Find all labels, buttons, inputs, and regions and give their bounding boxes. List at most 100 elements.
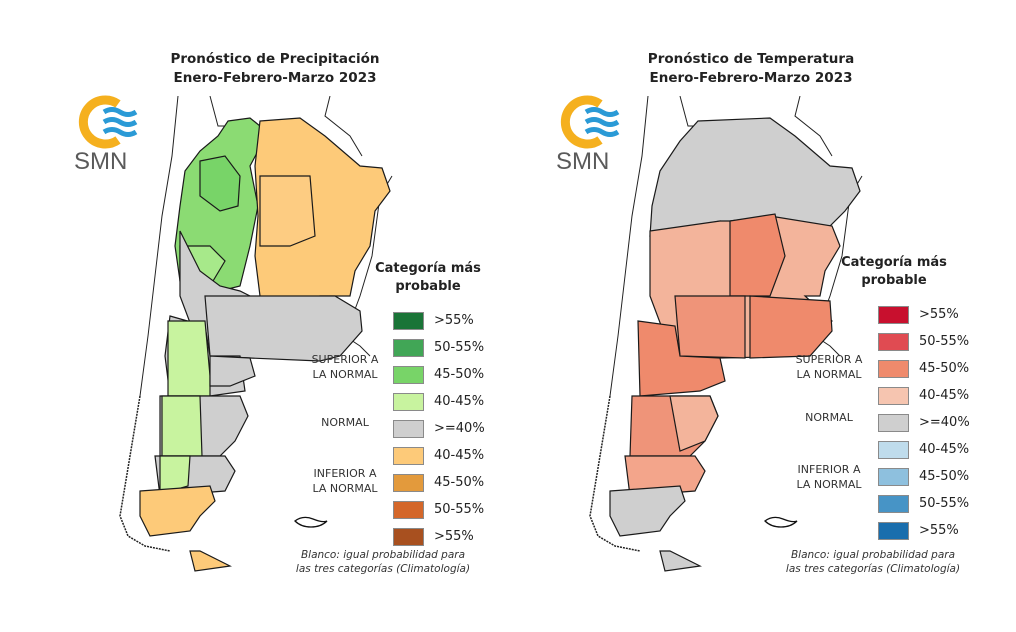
group-label-line-1: INFERIOR A bbox=[313, 467, 377, 480]
legend-label: 40-45% bbox=[919, 442, 970, 457]
legend-swatch bbox=[878, 386, 909, 405]
legend-label: >55% bbox=[434, 313, 474, 328]
legend-item-inferior: 50-55% bbox=[393, 496, 485, 523]
group-label-line-1: NORMAL bbox=[805, 411, 853, 424]
smn-logo-text: SMN bbox=[556, 148, 610, 175]
malvinas-islands bbox=[294, 516, 328, 528]
group-label-inferior: INFERIOR A LA NORMAL bbox=[300, 466, 390, 496]
group-label-line-2: LA NORMAL bbox=[312, 482, 378, 495]
group-label-line-1: SUPERIOR A bbox=[795, 353, 863, 366]
legend-item-inferior: >55% bbox=[393, 523, 485, 550]
legend-title-line-2: probable bbox=[861, 273, 927, 288]
legend-swatch bbox=[878, 467, 909, 486]
smn-logo-text: SMN bbox=[74, 148, 128, 175]
legend-label: 45-50% bbox=[434, 367, 485, 382]
legend-swatch bbox=[878, 305, 909, 324]
temperature-argentina-map bbox=[589, 96, 863, 572]
group-label-normal: NORMAL bbox=[784, 410, 874, 425]
legend-item-superior: 45-50% bbox=[878, 355, 970, 382]
legend-label: >55% bbox=[919, 523, 959, 538]
malvinas-islands bbox=[764, 516, 798, 528]
group-label-line-2: LA NORMAL bbox=[796, 368, 862, 381]
group-label-line-2: LA NORMAL bbox=[312, 368, 378, 381]
temperature-forecast-panel: Pronóstico de Temperatura Enero-Febrero-… bbox=[508, 0, 1016, 632]
legend-swatch bbox=[393, 446, 424, 465]
legend-swatch bbox=[393, 338, 424, 357]
legend-swatch bbox=[393, 311, 424, 330]
legend-label: 40-45% bbox=[434, 394, 485, 409]
legend-swatch bbox=[393, 473, 424, 492]
note-line-1: Blanco: igual probabilidad para bbox=[790, 549, 956, 561]
legend-item-superior: 50-55% bbox=[393, 334, 485, 361]
legend-item-inferior: >55% bbox=[878, 517, 970, 544]
group-label-superior: SUPERIOR A LA NORMAL bbox=[784, 352, 874, 382]
note-line-1: Blanco: igual probabilidad para bbox=[300, 549, 466, 561]
group-label-line-1: INFERIOR A bbox=[797, 463, 861, 476]
temperature-legend: >55% 50-55% 45-50% 40-45% >=40% 40-45% 45-50% 5… bbox=[878, 301, 970, 544]
legend-item-inferior: 50-55% bbox=[878, 490, 970, 517]
precipitation-map-title: Pronóstico de Precipitación Enero-Febrer… bbox=[130, 50, 420, 88]
legend-label: >55% bbox=[919, 307, 959, 322]
legend-swatch bbox=[878, 332, 909, 351]
legend-label: >=40% bbox=[434, 421, 485, 436]
province-shapes bbox=[609, 117, 861, 572]
legend-label: 50-55% bbox=[434, 502, 485, 517]
legend-item-inferior: 40-45% bbox=[393, 442, 485, 469]
group-label-line-1: NORMAL bbox=[321, 416, 369, 429]
chile-coastline bbox=[119, 395, 171, 552]
legend-item-normal: >=40% bbox=[878, 409, 970, 436]
legend-swatch bbox=[393, 365, 424, 384]
smn-sun-waves-icon bbox=[78, 95, 138, 149]
legend-swatch bbox=[878, 413, 909, 432]
legend-label: 45-50% bbox=[919, 361, 970, 376]
title-line-2: Enero-Febrero-Marzo 2023 bbox=[173, 70, 377, 86]
group-label-line-1: SUPERIOR A bbox=[311, 353, 379, 366]
province-shapes bbox=[139, 117, 391, 572]
precipitation-forecast-panel: Pronóstico de Precipitación Enero-Febrer… bbox=[68, 50, 498, 576]
legend-label: >55% bbox=[434, 529, 474, 544]
group-label-normal: NORMAL bbox=[300, 415, 390, 430]
legend-item-superior: >55% bbox=[878, 301, 970, 328]
legend-item-superior: 40-45% bbox=[393, 388, 485, 415]
legend-item-superior: >55% bbox=[393, 307, 485, 334]
legend-title-line-2: probable bbox=[395, 279, 461, 294]
legend-label: 45-50% bbox=[919, 469, 970, 484]
legend-title: Categoría más probable bbox=[824, 254, 964, 290]
legend-swatch bbox=[393, 419, 424, 438]
note-line-2: las tres categorías (Climatología) bbox=[295, 563, 471, 575]
legend-item-inferior: 40-45% bbox=[878, 436, 970, 463]
note-line-2: las tres categorías (Climatología) bbox=[785, 563, 961, 575]
group-label-inferior: INFERIOR A LA NORMAL bbox=[784, 462, 874, 492]
title-line-2: Enero-Febrero-Marzo 2023 bbox=[649, 70, 853, 86]
legend-title: Categoría más probable bbox=[358, 260, 498, 296]
precipitation-argentina-map bbox=[119, 96, 393, 572]
smn-logo: SMN bbox=[550, 92, 640, 182]
legend-label: 45-50% bbox=[434, 475, 485, 490]
group-label-superior: SUPERIOR A LA NORMAL bbox=[300, 352, 390, 382]
legend-swatch bbox=[878, 440, 909, 459]
legend-title-line-1: Categoría más bbox=[375, 261, 481, 276]
legend-label: 40-45% bbox=[434, 448, 485, 463]
legend-item-normal: >=40% bbox=[393, 415, 485, 442]
smn-sun-waves-icon bbox=[560, 95, 620, 149]
legend-label: 40-45% bbox=[919, 388, 970, 403]
legend-label: 50-55% bbox=[434, 340, 485, 355]
group-label-line-2: LA NORMAL bbox=[796, 478, 862, 491]
climatology-note: Blanco: igual probabilidad para las tres… bbox=[268, 548, 498, 576]
title-line-1: Pronóstico de Temperatura bbox=[647, 51, 855, 67]
legend-swatch bbox=[878, 521, 909, 540]
precipitation-legend: >55% 50-55% 45-50% 40-45% >=40% 40-45% 45-50% 5… bbox=[393, 307, 485, 550]
legend-title-line-1: Categoría más bbox=[841, 255, 947, 270]
legend-swatch bbox=[878, 494, 909, 513]
chile-coastline bbox=[589, 395, 641, 552]
legend-label: >=40% bbox=[919, 415, 970, 430]
temperature-map-title: Pronóstico de Temperatura Enero-Febrero-… bbox=[606, 50, 896, 88]
title-line-1: Pronóstico de Precipitación bbox=[170, 51, 380, 67]
smn-logo: SMN bbox=[68, 92, 158, 182]
legend-item-superior: 50-55% bbox=[878, 328, 970, 355]
legend-swatch bbox=[393, 527, 424, 546]
climatology-note: Blanco: igual probabilidad para las tres… bbox=[758, 548, 988, 576]
legend-label: 50-55% bbox=[919, 496, 970, 511]
legend-label: 50-55% bbox=[919, 334, 970, 349]
legend-swatch bbox=[878, 359, 909, 378]
